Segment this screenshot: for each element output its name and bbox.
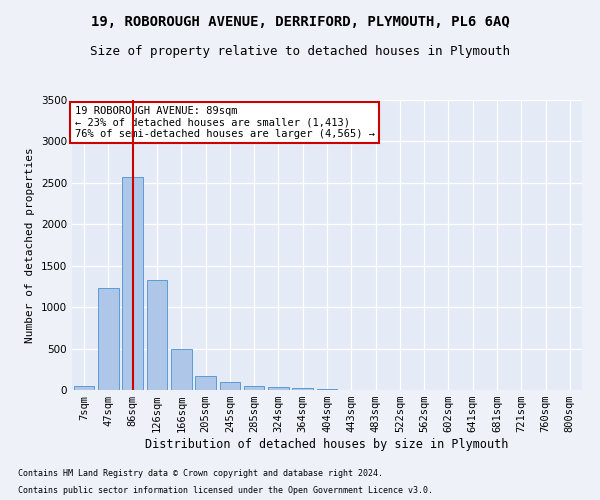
Bar: [244, 386, 265, 390]
Bar: [268, 387, 289, 390]
Text: Size of property relative to detached houses in Plymouth: Size of property relative to detached ho…: [90, 45, 510, 58]
Bar: [292, 388, 313, 390]
Text: 19, ROBOROUGH AVENUE, DERRIFORD, PLYMOUTH, PL6 6AQ: 19, ROBOROUGH AVENUE, DERRIFORD, PLYMOUT…: [91, 15, 509, 29]
Bar: [220, 382, 240, 390]
Text: Contains HM Land Registry data © Crown copyright and database right 2024.: Contains HM Land Registry data © Crown c…: [18, 468, 383, 477]
Bar: [317, 389, 337, 390]
Text: Contains public sector information licensed under the Open Government Licence v3: Contains public sector information licen…: [18, 486, 433, 495]
Bar: [146, 280, 167, 390]
Bar: [122, 177, 143, 390]
Bar: [171, 350, 191, 390]
Y-axis label: Number of detached properties: Number of detached properties: [25, 147, 35, 343]
Bar: [98, 288, 119, 390]
Text: 19 ROBOROUGH AVENUE: 89sqm
← 23% of detached houses are smaller (1,413)
76% of s: 19 ROBOROUGH AVENUE: 89sqm ← 23% of deta…: [74, 106, 374, 139]
Bar: [74, 386, 94, 390]
X-axis label: Distribution of detached houses by size in Plymouth: Distribution of detached houses by size …: [145, 438, 509, 451]
Bar: [195, 376, 216, 390]
